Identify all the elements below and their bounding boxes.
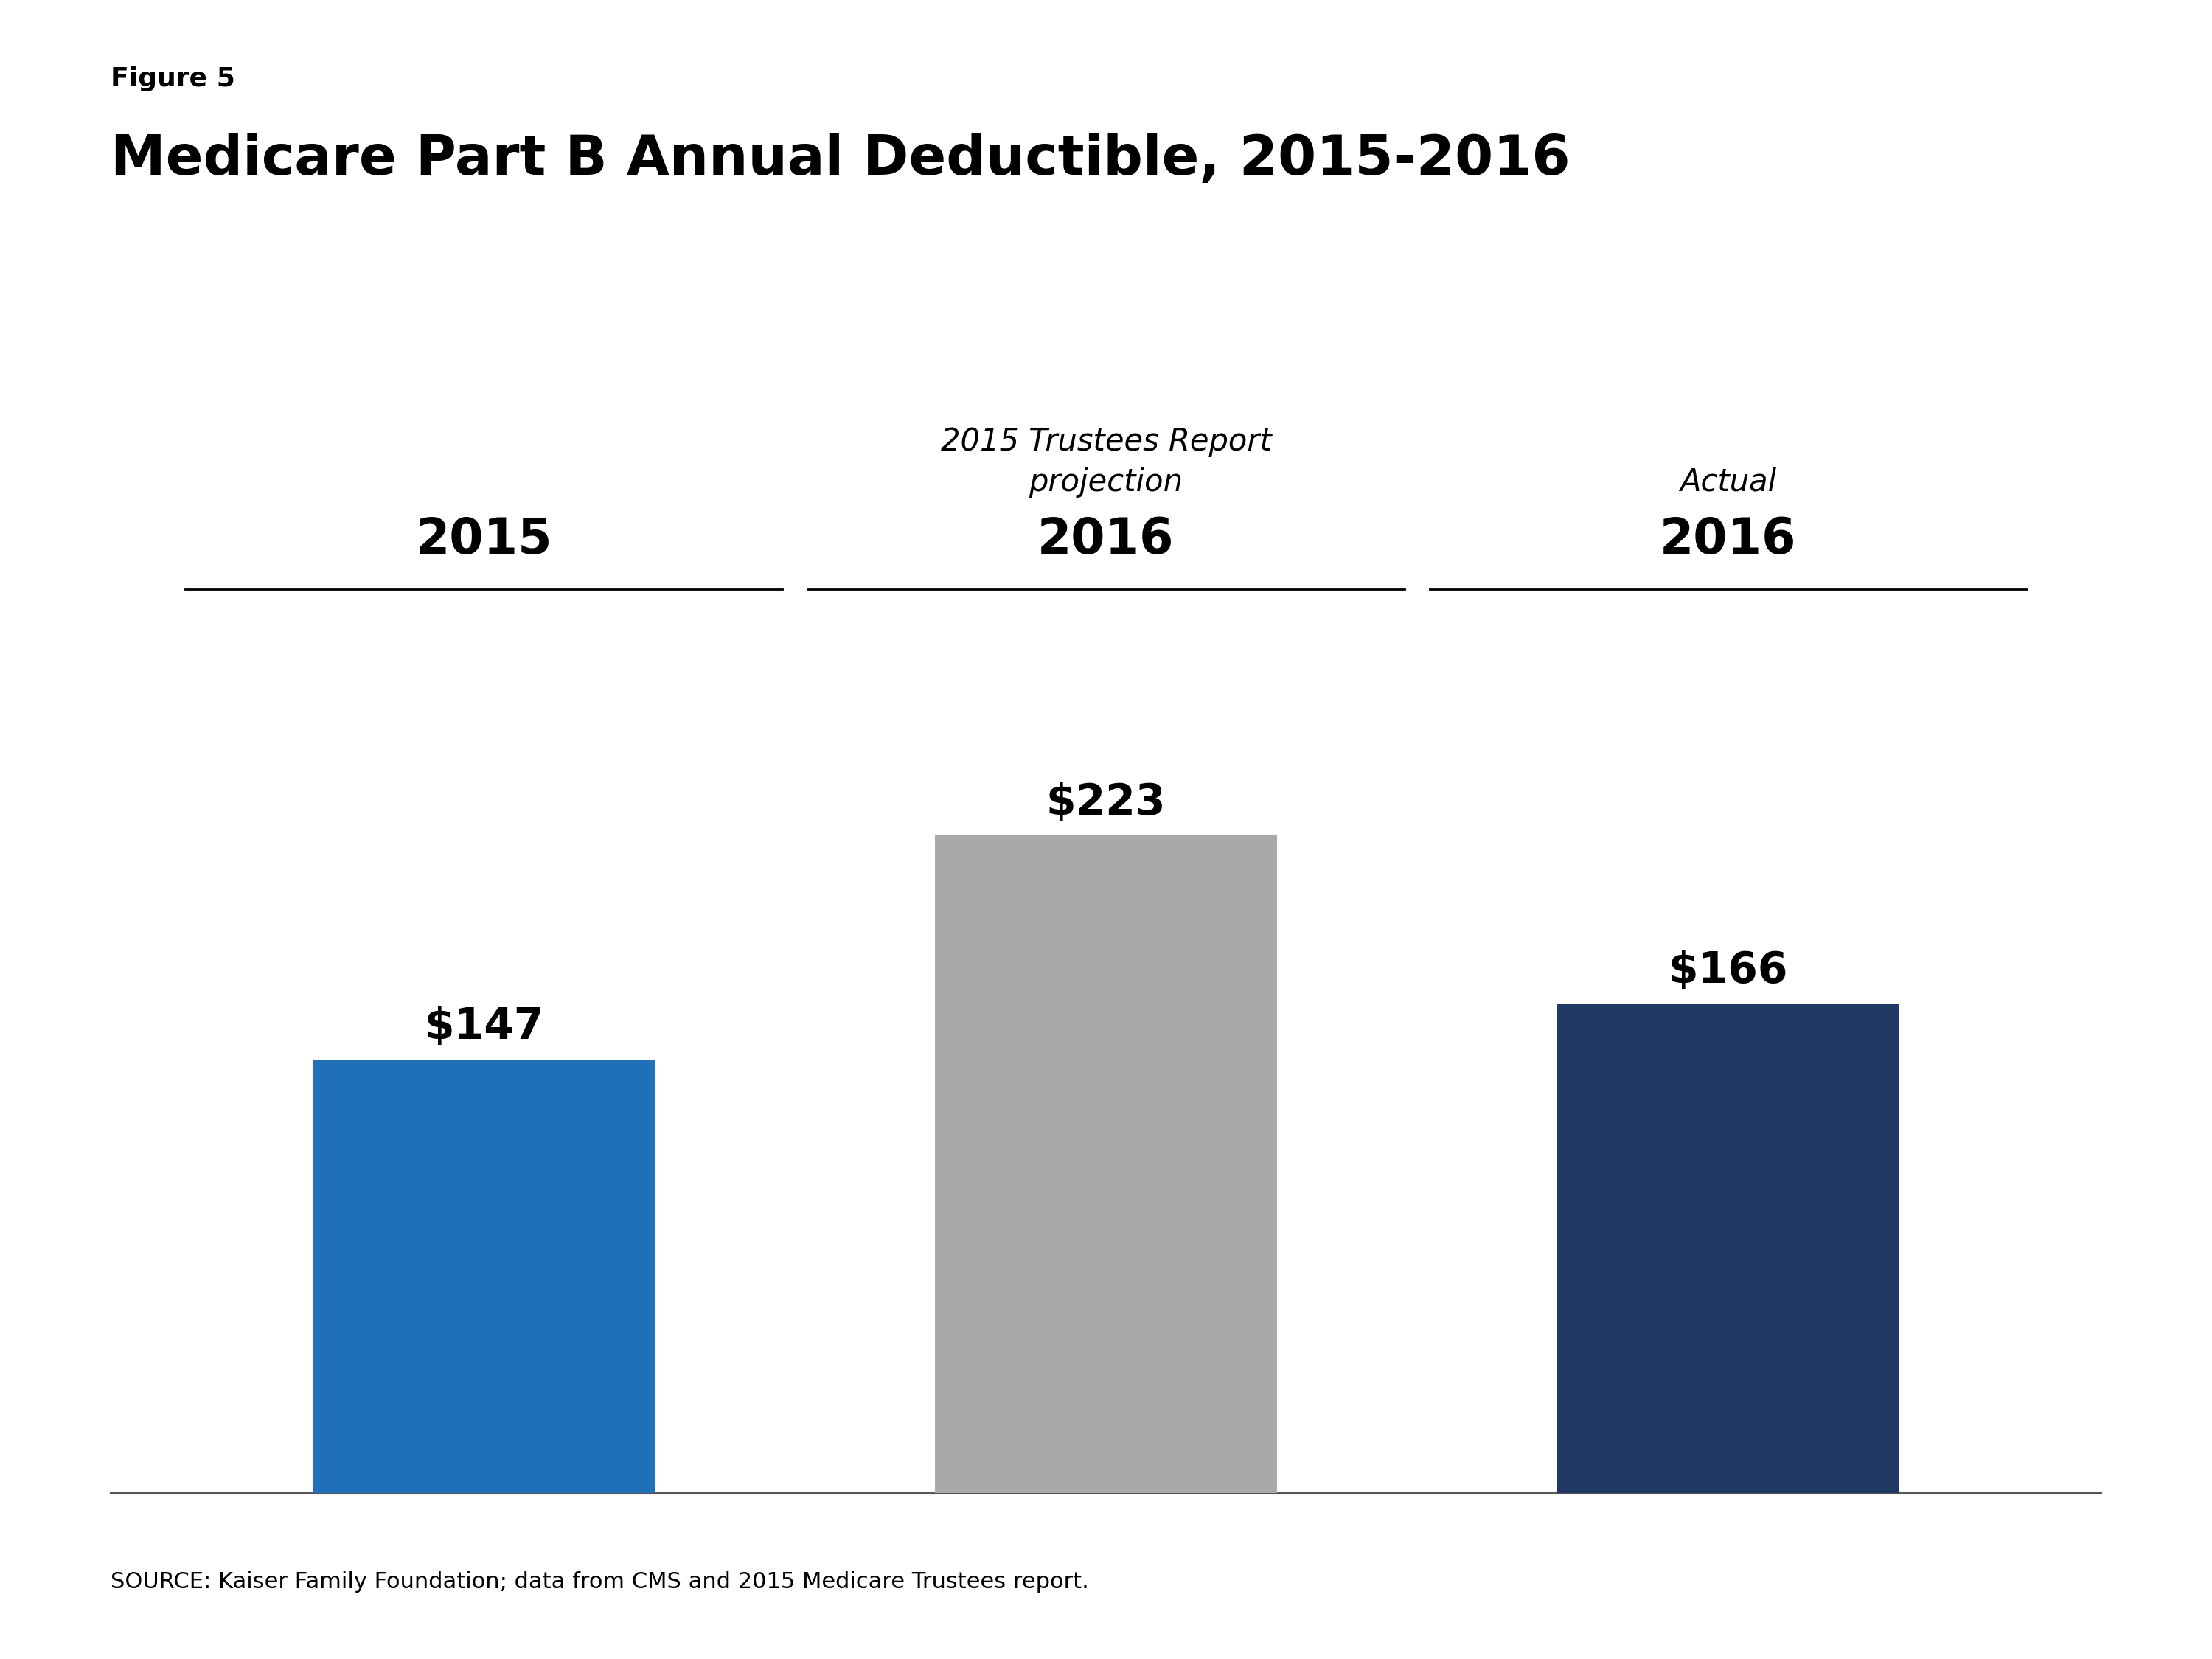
Bar [312, 1060, 655, 1493]
Text: $223: $223 [1046, 781, 1166, 823]
Bar [936, 836, 1276, 1493]
Text: $166: $166 [1668, 949, 1787, 992]
Text: 2016: 2016 [1037, 516, 1175, 564]
Text: 2016: 2016 [1659, 516, 1796, 564]
Text: Actual: Actual [1679, 466, 1776, 498]
Text: 2015 Trustees Report
projection: 2015 Trustees Report projection [940, 426, 1272, 498]
Bar [1557, 1004, 1900, 1493]
Text: FAMILY: FAMILY [2033, 1574, 2093, 1588]
Text: $147: $147 [425, 1005, 544, 1048]
Text: SOURCE: Kaiser Family Foundation; data from CMS and 2015 Medicare Trustees repor: SOURCE: Kaiser Family Foundation; data f… [111, 1571, 1088, 1593]
Text: Figure 5: Figure 5 [111, 66, 234, 91]
Text: KAISER: KAISER [2031, 1543, 2095, 1558]
Text: THE HENRY J.: THE HENRY J. [2031, 1510, 2095, 1520]
Text: 2015: 2015 [416, 516, 553, 564]
Text: FOUNDATION: FOUNDATION [2033, 1613, 2093, 1619]
Text: Medicare Part B Annual Deductible, 2015-2016: Medicare Part B Annual Deductible, 2015-… [111, 133, 1571, 186]
